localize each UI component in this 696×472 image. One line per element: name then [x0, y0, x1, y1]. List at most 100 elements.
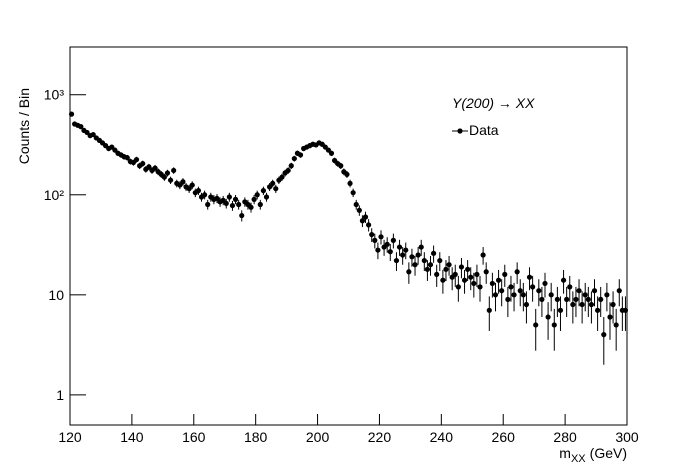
data-point	[486, 307, 492, 313]
data-point	[573, 296, 579, 303]
data-point	[68, 111, 75, 117]
data-point	[446, 262, 452, 268]
data-point	[530, 284, 536, 290]
data-point	[214, 195, 220, 202]
data-point	[616, 288, 622, 294]
data-point	[418, 244, 424, 250]
data-point	[356, 207, 362, 213]
data-point	[517, 288, 523, 294]
data-point	[396, 244, 403, 250]
y-tick-label: 10	[48, 287, 64, 303]
data-point	[480, 252, 486, 258]
data-point	[455, 284, 461, 290]
data-point	[378, 234, 384, 240]
data-point	[248, 204, 254, 210]
data-point	[520, 292, 526, 298]
data-point	[84, 129, 90, 136]
data-point	[576, 288, 582, 294]
data-point	[366, 222, 372, 228]
data-point	[291, 155, 297, 162]
data-point	[434, 271, 440, 278]
data-point	[508, 284, 514, 290]
data-point	[239, 212, 245, 219]
data-point	[607, 314, 613, 320]
data-point	[164, 170, 171, 176]
data-point	[430, 250, 437, 256]
data-point	[350, 190, 356, 196]
data-point	[424, 266, 431, 272]
data-point	[483, 269, 489, 275]
data-point	[78, 124, 84, 130]
data-point	[285, 167, 291, 174]
data-point	[390, 237, 396, 243]
data-point	[254, 192, 260, 198]
data-point	[353, 201, 359, 208]
data-point	[610, 301, 616, 308]
data-point	[223, 200, 229, 207]
data-point	[171, 167, 177, 174]
data-point	[344, 171, 350, 177]
data-point	[372, 237, 378, 243]
data-point	[536, 288, 542, 294]
x-tick-label: 240	[430, 429, 454, 445]
annotation: Y(200) → XX	[452, 95, 535, 111]
data-point	[570, 301, 576, 308]
data-point	[471, 280, 477, 287]
data-point	[533, 322, 539, 328]
data-point	[551, 322, 557, 328]
data-point	[180, 179, 186, 185]
data-point	[440, 277, 446, 283]
data-point	[403, 247, 409, 253]
data-point	[465, 266, 471, 272]
legend-marker	[457, 128, 463, 134]
data-point	[133, 156, 140, 163]
data-point	[579, 301, 585, 308]
data-point	[195, 188, 202, 194]
data-point	[186, 186, 192, 192]
data-point	[567, 284, 573, 290]
data-point	[474, 271, 480, 278]
data-point	[554, 296, 560, 303]
data-point	[511, 292, 517, 298]
y-axis-label: Counts / Bin	[16, 88, 32, 164]
data-point	[588, 301, 595, 308]
data-point	[461, 277, 468, 283]
data-point	[369, 231, 375, 238]
data-point	[613, 322, 619, 328]
data-point	[548, 292, 554, 298]
data-point	[338, 163, 344, 169]
x-tick-label: 160	[182, 429, 206, 445]
data-point	[505, 296, 511, 303]
x-tick-label: 280	[553, 429, 577, 445]
data-point	[443, 266, 449, 272]
data-point	[582, 292, 588, 298]
y-tick-label: 10³	[44, 87, 65, 103]
data-point	[542, 280, 548, 287]
data-point	[595, 307, 601, 313]
data-point	[279, 174, 285, 180]
data-point	[152, 165, 158, 171]
data-point	[205, 201, 211, 208]
data-point	[502, 271, 508, 278]
data-point	[387, 249, 393, 255]
data-point	[526, 274, 533, 280]
data-point	[229, 202, 236, 209]
data-point	[452, 271, 458, 278]
x-tick-label: 180	[244, 429, 268, 445]
y-tick-label: 1	[56, 387, 64, 403]
data-point	[601, 332, 607, 338]
data-point	[226, 194, 232, 200]
x-label-main: m	[559, 445, 571, 461]
data-point	[560, 277, 567, 283]
data-point	[591, 288, 598, 294]
data-point	[202, 192, 208, 198]
data-point	[415, 252, 421, 258]
data-point	[400, 252, 406, 258]
data-point	[412, 262, 418, 268]
data-point	[393, 257, 400, 264]
data-point	[514, 269, 520, 275]
data-point	[273, 186, 279, 192]
plot-frame	[69, 46, 628, 426]
x-tick-label: 260	[492, 429, 516, 445]
